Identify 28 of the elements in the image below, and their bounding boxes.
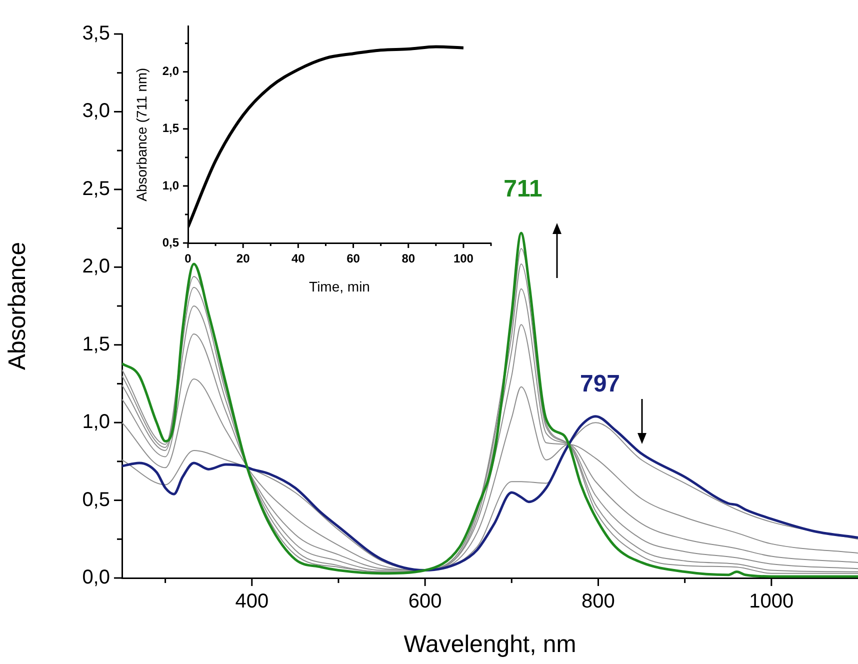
y-tick-label: 3,5: [82, 22, 110, 45]
x-tick-label: 0: [184, 252, 192, 266]
x-tick-label: 20: [236, 252, 250, 266]
x-tick-label: 80: [402, 252, 416, 266]
x-tick-label: 800: [582, 590, 615, 613]
y-tick-label: 1,5: [82, 333, 110, 356]
x-axis-title: Time, min: [309, 278, 370, 294]
x-tick-label: 100: [453, 252, 474, 266]
y-tick-label: 0,0: [82, 566, 110, 589]
y-tick-label: 2,0: [162, 64, 180, 78]
y-tick-label: 3,0: [82, 100, 110, 122]
y-axis-title: Absorbance: [4, 242, 32, 370]
y-tick-label: 0,5: [82, 488, 110, 511]
y-tick-label: 1,0: [82, 411, 110, 434]
y-tick-label: 2,5: [82, 178, 110, 200]
y-axis-title: Absorbance (711 nm): [133, 68, 150, 202]
annotation: 797: [580, 370, 620, 398]
y-tick-label: 1,0: [162, 178, 180, 192]
annotation: 711: [504, 176, 542, 203]
x-tick-label: 400: [235, 590, 269, 613]
y-tick-label: 2,0: [82, 256, 110, 278]
x-tick-label: 40: [292, 252, 306, 266]
x-axis-title: Wavelenght, nm: [404, 631, 576, 658]
x-tick-label: 1000: [749, 590, 794, 613]
x-tick-label: 60: [346, 252, 360, 266]
y-tick-label: 1,5: [162, 121, 180, 136]
x-tick-label: 600: [408, 590, 442, 613]
y-tick-label: 0,5: [162, 235, 180, 250]
